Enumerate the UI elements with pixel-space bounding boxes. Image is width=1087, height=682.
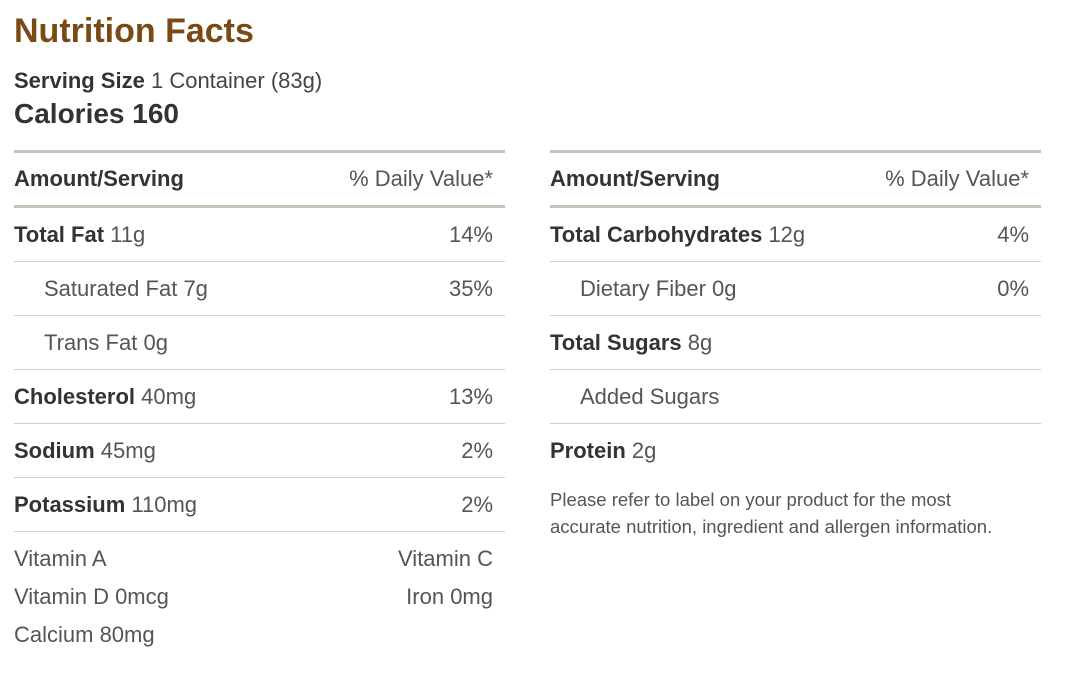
calories: Calories 160 <box>14 98 179 130</box>
daily-value-header: % Daily Value* <box>349 166 493 191</box>
nutrient-daily-value: 35% <box>448 275 493 301</box>
nutrient-daily-value: 0% <box>997 275 1029 301</box>
nutrient-daily-value: 13% <box>448 383 493 409</box>
nutrient-amount: 11g <box>110 221 146 247</box>
nutrient-name: Added Sugars <box>580 383 720 409</box>
vitamin-right: Iron 0mg <box>406 584 493 609</box>
vitamin-left: Calcium 80mg <box>14 622 155 647</box>
vitamin-left: Vitamin A <box>14 546 107 571</box>
nutrient-amount: 2g <box>631 438 657 463</box>
right-column-header: Amount/Serving % Daily Value* <box>550 150 1041 208</box>
nutrient-daily-value: 2% <box>461 437 493 463</box>
nutrient-amount: 0g <box>143 329 168 355</box>
nutrient-daily-value: 2% <box>461 491 493 517</box>
nutrient-name: Trans Fat <box>44 329 138 355</box>
amount-serving-header: Amount/Serving <box>14 166 184 191</box>
nutrient-name: Total Carbohydrates <box>550 221 763 247</box>
nutrient-name: Total Sugars <box>550 329 682 355</box>
daily-value-header: % Daily Value* <box>885 166 1029 191</box>
calories-value: 160 <box>132 98 179 129</box>
nutrient-amount: 45mg <box>100 437 156 463</box>
nutrient-name: Potassium <box>14 491 126 517</box>
nutrient-name: Total Fat <box>14 221 105 247</box>
nutrient-name: Saturated Fat <box>44 275 178 301</box>
nutrient-amount: 0g <box>712 275 737 301</box>
nutrient-name: Cholesterol <box>14 383 136 409</box>
left-nutrient-column: Amount/Serving % Daily Value* Total Fat … <box>14 150 505 654</box>
amount-serving-header: Amount/Serving <box>550 166 720 191</box>
right-nutrient-column: Amount/Serving % Daily Value* Total Carb… <box>550 150 1041 540</box>
nutrient-row-saturated-fat: Saturated Fat 7g 35% <box>14 262 505 316</box>
nutrient-daily-value: 14% <box>448 221 493 247</box>
nutrient-amount: 7g <box>183 275 208 301</box>
disclaimer-note: Please refer to label on your product fo… <box>550 489 993 537</box>
nutrient-row-total-sugars: Total Sugars 8g <box>550 316 1041 370</box>
nutrient-row-total-fat: Total Fat 11g 14% <box>14 208 505 262</box>
nutrient-row-sodium: Sodium 45mg 2% <box>14 424 505 478</box>
vitamin-left: Vitamin D 0mcg <box>14 584 169 609</box>
nutrient-daily-value: 4% <box>997 221 1029 247</box>
nutrient-row-added-sugars: Added Sugars <box>550 370 1041 424</box>
nutrient-row-dietary-fiber: Dietary Fiber 0g 0% <box>550 262 1041 316</box>
nutrient-row-protein: Protein 2g <box>550 424 1041 478</box>
nutrient-row-total-carbohydrates: Total Carbohydrates 12g 4% <box>550 208 1041 262</box>
nutrient-row-cholesterol: Cholesterol 40mg 13% <box>14 370 505 424</box>
nutrient-amount: 12g <box>768 221 806 247</box>
nutrient-row-potassium: Potassium 110mg 2% <box>14 478 505 532</box>
nutrient-amount: 40mg <box>141 383 197 409</box>
nutrient-amount: 8g <box>687 329 713 355</box>
nutrient-name: Protein <box>550 438 626 463</box>
vitamin-row: Vitamin A Vitamin C <box>14 540 505 578</box>
serving-size: Serving Size 1 Container (83g) <box>14 68 322 94</box>
left-column-header: Amount/Serving % Daily Value* <box>14 150 505 208</box>
page-title: Nutrition Facts <box>14 12 254 50</box>
nutrient-amount: 110mg <box>131 491 198 517</box>
vitamin-row: Vitamin D 0mcg Iron 0mg <box>14 578 505 616</box>
calories-label: Calories <box>14 98 125 129</box>
serving-size-label: Serving Size <box>14 68 145 93</box>
nutrient-row-trans-fat: Trans Fat 0g <box>14 316 505 370</box>
serving-size-value: 1 Container (83g) <box>150 68 323 93</box>
nutrient-name: Dietary Fiber <box>580 275 706 301</box>
nutrient-name: Sodium <box>14 437 95 463</box>
vitamin-row: Calcium 80mg <box>14 616 505 654</box>
vitamin-right: Vitamin C <box>398 546 493 571</box>
